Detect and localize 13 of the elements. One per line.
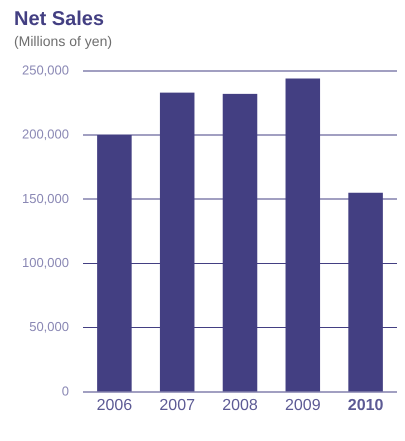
y-tick-label: 100,000	[22, 254, 69, 270]
x-tick-label: 2007	[159, 396, 196, 414]
y-tick-label: 150,000	[22, 190, 69, 206]
y-tick-label: 50,000	[29, 319, 69, 334]
y-tick-label: 0	[62, 383, 69, 398]
chart-subtitle: (Millions of yen)	[14, 33, 114, 49]
x-tick-label: 2009	[285, 396, 321, 414]
x-tick-label: 2010	[348, 396, 384, 414]
x-tick-label: 2006	[96, 396, 132, 414]
y-tick-label: 250,000	[22, 62, 69, 78]
x-tick-label: 2008	[222, 396, 258, 414]
chart-title: Net Sales	[14, 8, 106, 31]
y-tick-label: 200,000	[22, 126, 69, 142]
